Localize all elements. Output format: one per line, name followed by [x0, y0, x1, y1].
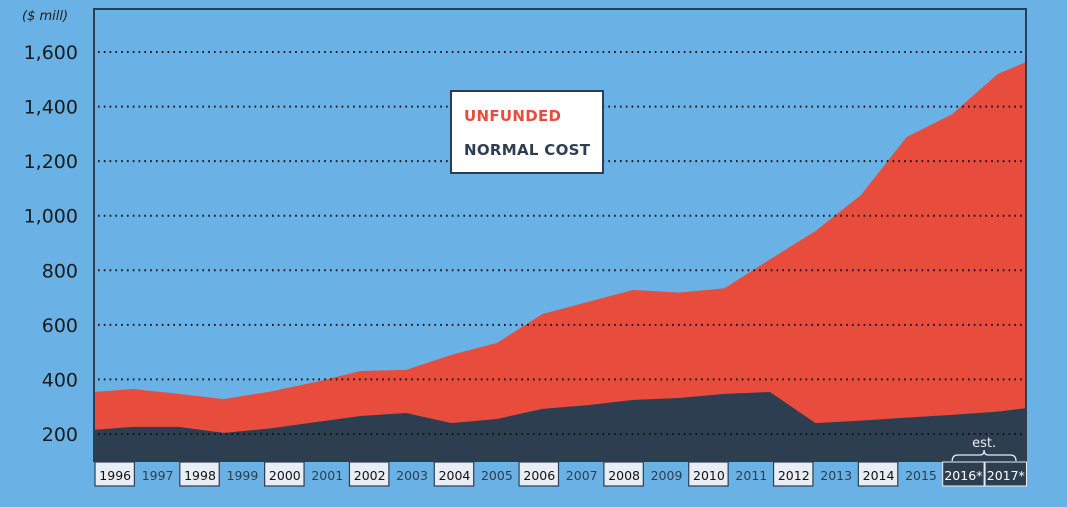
x-tick-2000: 2000 [264, 461, 305, 487]
y-tick-label: 1,400 [24, 97, 78, 119]
x-tick-1998: 1998 [179, 461, 220, 487]
x-tick-label: 2002 [354, 468, 386, 483]
x-tick-label: 2007 [566, 468, 598, 483]
x-tick-label: 2005 [481, 468, 513, 483]
x-tick-label: 2014 [863, 468, 895, 483]
x-tick-2012: 2012 [772, 461, 814, 487]
y-tick-label: 1,000 [24, 206, 78, 228]
x-tick-2005: 2005 [481, 468, 513, 483]
x-tick-label: 2003 [396, 468, 428, 483]
x-tick-label: 2000 [269, 468, 301, 483]
x-tick-label: 2013 [820, 468, 852, 483]
x-tick-label: 2009 [651, 468, 683, 483]
plot-frame [93, 8, 1027, 462]
x-tick-2016: 2016* [942, 461, 985, 487]
area-unfunded [94, 62, 1026, 462]
x-tick-label: 2017* [987, 468, 1025, 483]
gridlines [98, 51, 1024, 435]
x-tick-2003: 2003 [396, 468, 428, 483]
y-axis: 200 400 600 800 1,000 1,200 1,400 1,600 [24, 42, 78, 446]
y-tick-label: 1,600 [24, 42, 78, 64]
x-tick-2006: 2006 [518, 461, 560, 487]
x-tick-2004: 2004 [433, 461, 475, 487]
x-tick-2011: 2011 [735, 468, 767, 483]
x-tick-label: 1997 [142, 468, 174, 483]
x-tick-1999: 1999 [227, 468, 259, 483]
estimate-label: est. [972, 436, 996, 451]
x-tick-2009: 2009 [651, 468, 683, 483]
y-axis-unit-label: ($ mill) [22, 9, 68, 24]
x-tick-2007: 2007 [566, 468, 598, 483]
x-tick-label: 1999 [227, 468, 259, 483]
plot-areas [94, 62, 1026, 462]
x-axis: 1996 1997 1998 1999 2000 2001 2002 2003 2004 2005… [94, 461, 1027, 487]
legend-item-unfunded: UNFUNDED [464, 107, 562, 125]
x-tick-label: 2015 [905, 468, 937, 483]
x-tick-label: 1998 [184, 468, 216, 483]
estimate-brace [951, 449, 1017, 462]
x-tick-label: 2008 [608, 468, 640, 483]
estimate-annotation: est. [951, 436, 1017, 462]
y-tick-label: 1,200 [24, 151, 78, 173]
x-tick-label: 2012 [778, 468, 810, 483]
x-tick-label: 2016* [944, 468, 982, 483]
x-tick-2008: 2008 [603, 461, 644, 487]
y-tick-label: 800 [42, 260, 78, 282]
x-tick-label: 2006 [523, 468, 555, 483]
y-tick-label: 400 [42, 369, 78, 391]
x-tick-2017: 2017* [984, 461, 1027, 487]
x-tick-2014: 2014 [857, 461, 899, 487]
x-tick-2015: 2015 [905, 468, 937, 483]
x-tick-2013: 2013 [820, 468, 852, 483]
y-tick-label: 600 [42, 315, 78, 337]
x-tick-2001: 2001 [311, 468, 343, 483]
x-tick-1997: 1997 [142, 468, 174, 483]
x-tick-label: 1996 [99, 468, 131, 483]
x-tick-label: 2001 [311, 468, 343, 483]
area-normal-cost [94, 391, 1026, 461]
x-tick-label: 2004 [439, 468, 471, 483]
x-tick-label: 2010 [693, 468, 725, 483]
x-tick-label: 2011 [735, 468, 767, 483]
legend: UNFUNDED NORMAL COST [450, 90, 604, 174]
x-tick-2010: 2010 [688, 461, 729, 487]
x-tick-2002: 2002 [348, 461, 390, 487]
legend-item-normal-cost: NORMAL COST [464, 141, 591, 159]
x-tick-1996: 1996 [94, 461, 136, 487]
y-tick-label: 200 [42, 424, 78, 446]
